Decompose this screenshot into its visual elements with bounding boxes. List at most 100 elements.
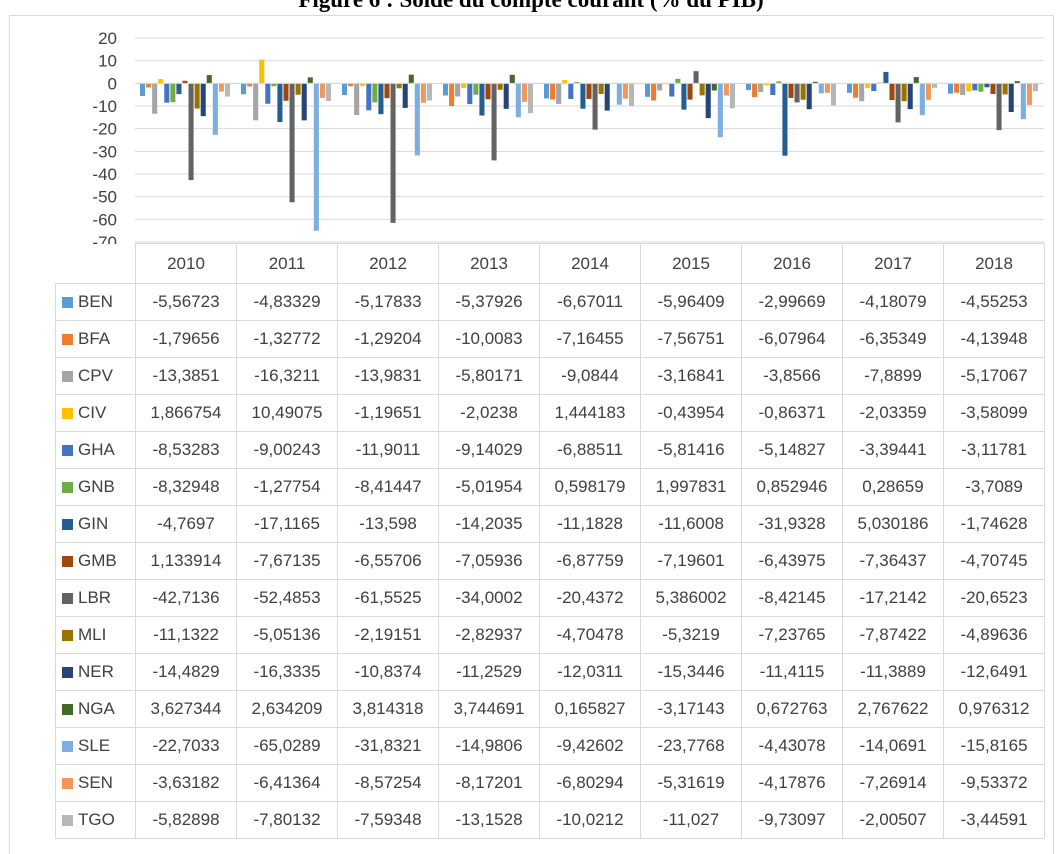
bar-gha-2017 bbox=[871, 83, 877, 92]
series-name: GNB bbox=[78, 477, 115, 496]
data-label: -34,0002 bbox=[438, 579, 540, 617]
data-label: -0,86371 bbox=[741, 394, 843, 432]
bar-gin-2011 bbox=[277, 83, 283, 123]
bar-gin-2016 bbox=[782, 83, 788, 156]
y-tick-label: 0 bbox=[108, 74, 117, 93]
bar-ner-2015 bbox=[705, 83, 711, 119]
bar-bfa-2013 bbox=[449, 83, 455, 107]
bar-ner-2014 bbox=[604, 83, 610, 111]
data-label: -1,74628 bbox=[943, 505, 1045, 543]
bar-cpv-2016 bbox=[758, 83, 764, 93]
bar-gin-2012 bbox=[378, 83, 384, 115]
series-name: CPV bbox=[78, 366, 113, 385]
data-label: -61,5525 bbox=[337, 579, 439, 617]
data-label: -22,7033 bbox=[135, 727, 237, 765]
data-label: -16,3335 bbox=[236, 653, 338, 691]
bar-sle-2012 bbox=[414, 83, 420, 156]
bar-gha-2014 bbox=[568, 83, 574, 99]
bar-gin-2013 bbox=[479, 83, 485, 116]
chart-frame bbox=[9, 15, 1054, 854]
bar-chart-plot: 20 10 0 -10 -20 -30 -40 -50 -60 -70 bbox=[92, 29, 1044, 244]
bar-sen-2014 bbox=[622, 83, 628, 99]
legend-entry: CIV bbox=[55, 394, 136, 432]
data-label: -6,07964 bbox=[741, 320, 843, 358]
bar-gin-2018 bbox=[984, 83, 990, 88]
bar-bfa-2012 bbox=[348, 83, 354, 87]
data-label: -7,56751 bbox=[640, 320, 742, 358]
data-label: -14,4829 bbox=[135, 653, 237, 691]
data-label: -5,96409 bbox=[640, 283, 742, 321]
bar-gmb-2017 bbox=[889, 83, 895, 101]
data-label: -4,7697 bbox=[135, 505, 237, 543]
data-label: -3,63182 bbox=[135, 764, 237, 802]
data-label: -10,0083 bbox=[438, 320, 540, 358]
data-label: -8,17201 bbox=[438, 764, 540, 802]
bar-gmb-2010 bbox=[182, 80, 188, 84]
legend-entry: LBR bbox=[55, 579, 136, 617]
legend-swatch bbox=[62, 482, 73, 493]
data-label: -10,0212 bbox=[539, 801, 641, 839]
data-label: -5,81416 bbox=[640, 431, 742, 469]
data-label: -17,2142 bbox=[842, 579, 944, 617]
legend-entry: MLI bbox=[55, 616, 136, 654]
data-label: -5,14827 bbox=[741, 431, 843, 469]
data-label: -3,11781 bbox=[943, 431, 1045, 469]
legend-entry: NER bbox=[55, 653, 136, 691]
table-row: LBR -42,7136 -52,4853 -61,5525 -34,0002 -20,4… bbox=[55, 579, 1045, 617]
x-tick-label: 2011 bbox=[236, 243, 338, 284]
bar-cpv-2012 bbox=[354, 83, 360, 116]
bar-gha-2018 bbox=[972, 83, 978, 91]
bar-gnb-2013 bbox=[473, 83, 479, 95]
data-label: -52,4853 bbox=[236, 579, 338, 617]
data-label: -6,67011 bbox=[539, 283, 641, 321]
table-row: SLE -22,7033 -65,0289 -31,8321 -14,9806 -9,42… bbox=[55, 727, 1045, 765]
x-tick-label: 2017 bbox=[842, 243, 944, 284]
y-tick-label: -20 bbox=[92, 120, 117, 139]
bar-civ-2012 bbox=[360, 83, 366, 87]
series-name: BFA bbox=[78, 329, 111, 348]
bar-tgo-2013 bbox=[527, 83, 533, 114]
data-label: -1,79656 bbox=[135, 320, 237, 358]
bar-ben-2011 bbox=[241, 83, 247, 95]
data-label: -5,31619 bbox=[640, 764, 742, 802]
bar-gmb-2015 bbox=[687, 83, 693, 100]
bar-tgo-2016 bbox=[830, 83, 836, 106]
table-row: NER -14,4829 -16,3335 -10,8374 -11,2529 -12,0… bbox=[55, 653, 1045, 691]
data-label: -5,01954 bbox=[438, 468, 540, 506]
data-label: -5,17833 bbox=[337, 283, 439, 321]
data-label: -9,42602 bbox=[539, 727, 641, 765]
data-label: 1,866754 bbox=[135, 394, 237, 432]
data-label: -11,2529 bbox=[438, 653, 540, 691]
bar-gin-2015 bbox=[681, 83, 687, 110]
data-label: -12,0311 bbox=[539, 653, 641, 691]
data-label: -5,3219 bbox=[640, 616, 742, 654]
x-tick-label: 2014 bbox=[539, 243, 641, 284]
bar-gnb-2012 bbox=[372, 83, 378, 103]
bar-ben-2017 bbox=[847, 83, 853, 93]
data-label: -3,58099 bbox=[943, 394, 1045, 432]
series-name: TGO bbox=[78, 810, 115, 829]
data-label: -17,1165 bbox=[236, 505, 338, 543]
bar-ben-2010 bbox=[140, 83, 146, 96]
legend-swatch bbox=[62, 741, 73, 752]
data-label: 5,030186 bbox=[842, 505, 944, 543]
bar-ben-2015 bbox=[645, 83, 651, 97]
data-label: -9,73097 bbox=[741, 801, 843, 839]
bar-gmb-2013 bbox=[485, 83, 491, 100]
series-name: LBR bbox=[78, 588, 112, 607]
bar-tgo-2010 bbox=[224, 83, 230, 97]
legend-entry: GHA bbox=[55, 431, 136, 469]
bar-gin-2014 bbox=[580, 83, 586, 109]
series-name: MLI bbox=[78, 625, 107, 644]
legend-swatch bbox=[62, 778, 73, 789]
data-label: -2,0238 bbox=[438, 394, 540, 432]
bar-cpv-2015 bbox=[657, 83, 663, 91]
bar-tgo-2011 bbox=[325, 83, 331, 102]
series-name: CIV bbox=[78, 403, 107, 422]
bar-ben-2018 bbox=[948, 83, 954, 94]
bar-lbr-2017 bbox=[895, 83, 901, 123]
bar-lbr-2014 bbox=[592, 83, 598, 130]
data-label: -31,9328 bbox=[741, 505, 843, 543]
legend-swatch bbox=[62, 630, 73, 641]
bar-nga-2016 bbox=[812, 81, 818, 84]
